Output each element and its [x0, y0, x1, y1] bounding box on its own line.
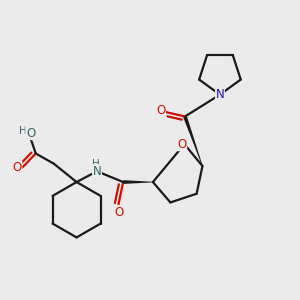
Polygon shape — [123, 180, 153, 184]
Polygon shape — [183, 116, 203, 166]
Text: N: N — [216, 88, 224, 101]
Text: N: N — [93, 165, 101, 178]
Text: O: O — [156, 104, 165, 117]
Text: O: O — [13, 161, 22, 174]
Text: H: H — [19, 126, 26, 136]
Text: O: O — [115, 206, 124, 219]
Text: H: H — [92, 159, 99, 169]
Text: O: O — [177, 138, 187, 151]
Text: O: O — [26, 127, 35, 140]
